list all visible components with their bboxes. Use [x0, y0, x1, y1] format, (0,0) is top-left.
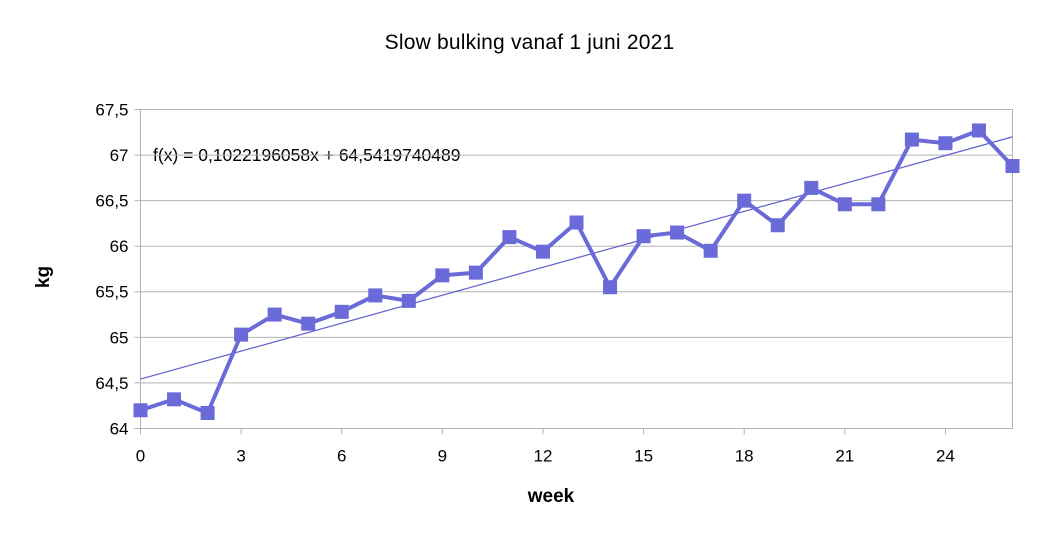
data-point-marker — [334, 304, 349, 319]
y-tick-label: 64,5 — [95, 374, 128, 393]
x-axis-title: week — [527, 486, 575, 507]
x-tick-label: 0 — [136, 446, 145, 465]
y-tick-label: 66 — [110, 237, 129, 256]
y-tick-label: 64 — [110, 419, 129, 438]
x-tick-label: 12 — [534, 446, 553, 465]
data-point-marker — [1005, 159, 1020, 174]
data-point-marker — [401, 293, 416, 308]
data-point-marker — [435, 268, 450, 283]
data-point-marker — [502, 230, 517, 245]
data-point-marker — [603, 280, 618, 295]
data-point-marker — [703, 243, 718, 258]
y-tick-label: 66,5 — [95, 192, 128, 211]
y-tick-label: 67 — [110, 146, 129, 165]
data-point-marker — [368, 288, 383, 303]
trend-line — [140, 136, 1013, 380]
data-point-marker — [904, 132, 919, 147]
data-point-marker — [770, 218, 785, 233]
data-point-marker — [871, 197, 886, 212]
x-tick-label: 3 — [236, 446, 245, 465]
data-point-marker — [737, 193, 752, 208]
y-tick-label: 67,5 — [95, 100, 128, 119]
data-point-marker — [636, 229, 651, 244]
y-tick-label: 65,5 — [95, 283, 128, 302]
chart-title: Slow bulking vanaf 1 juni 2021 — [384, 31, 675, 54]
data-point-marker — [837, 197, 852, 212]
data-point-marker — [133, 403, 148, 418]
x-tick-label: 6 — [337, 446, 346, 465]
data-point-marker — [971, 123, 986, 138]
x-tick-label: 21 — [835, 446, 854, 465]
data-point-marker — [234, 327, 249, 342]
data-point-marker — [200, 406, 215, 421]
y-tick-label: 65 — [110, 328, 129, 347]
data-point-marker — [167, 392, 182, 407]
x-tick-label: 9 — [438, 446, 447, 465]
data-point-marker — [267, 307, 282, 322]
data-point-marker — [938, 136, 953, 151]
data-point-marker — [804, 180, 819, 195]
data-point-marker — [301, 316, 316, 331]
plot-border — [140, 109, 1013, 429]
x-tick-label: 18 — [735, 446, 754, 465]
data-point-marker — [670, 225, 685, 240]
data-point-marker — [468, 265, 483, 280]
x-tick-label: 15 — [634, 446, 653, 465]
data-point-marker — [569, 215, 584, 230]
data-point-marker — [535, 244, 550, 259]
x-tick-label: 24 — [936, 446, 955, 465]
